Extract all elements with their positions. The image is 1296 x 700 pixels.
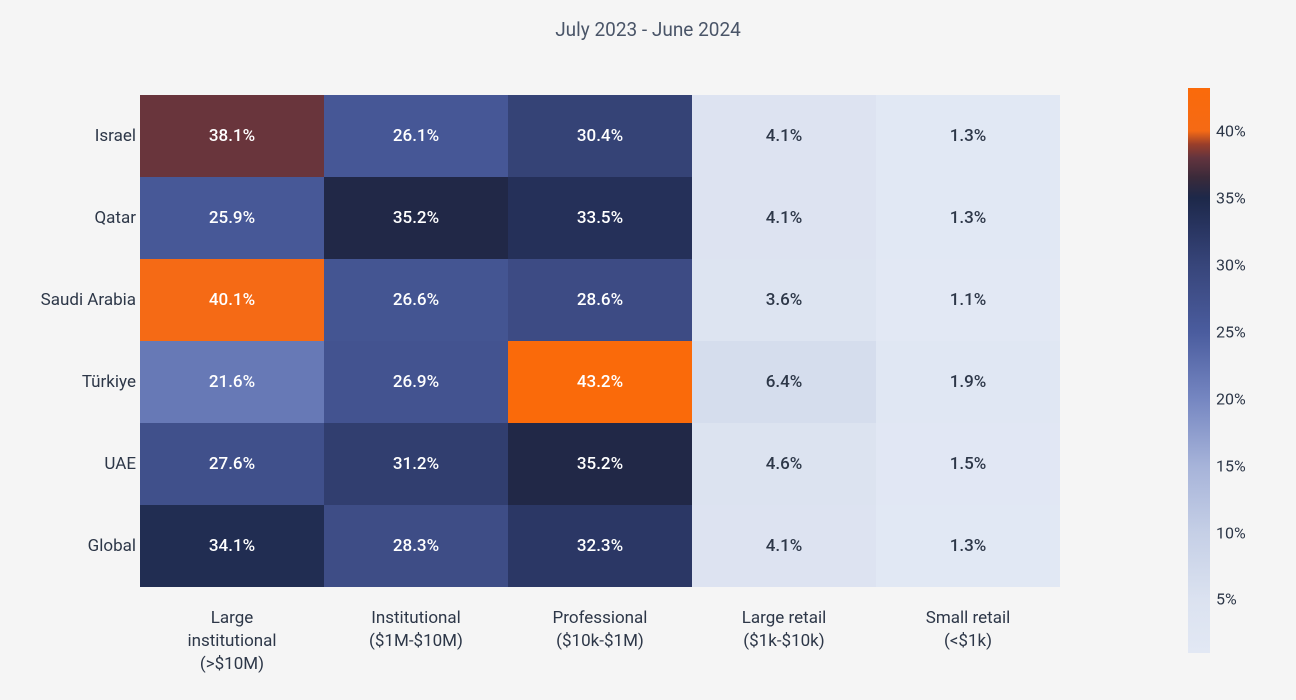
heatmap-cell: 35.2% [508, 423, 692, 505]
heatmap-cell: 26.6% [324, 259, 508, 341]
row-label: Global [88, 536, 136, 556]
heatmap-cell: 32.3% [508, 505, 692, 587]
heatmap-cell: 3.6% [692, 259, 876, 341]
row-label: Israel [95, 126, 136, 146]
heatmap-cell: 1.9% [876, 341, 1060, 423]
colorbar-tick: 5% [1216, 590, 1237, 609]
heatmap-cell: 1.3% [876, 177, 1060, 259]
heatmap-cell: 4.1% [692, 95, 876, 177]
heatmap-cell: 31.2% [324, 423, 508, 505]
colorbar-tick: 35% [1216, 188, 1246, 207]
heatmap-cell: 43.2% [508, 341, 692, 423]
heatmap-cell: 35.2% [324, 177, 508, 259]
colorbar-tick: 40% [1216, 121, 1246, 140]
chart-subtitle: July 2023 - June 2024 [0, 0, 1296, 51]
heatmap-cell: 1.5% [876, 423, 1060, 505]
heatmap-cell: 1.3% [876, 95, 1060, 177]
heatmap-cell: 26.1% [324, 95, 508, 177]
heatmap-cell: 40.1% [140, 259, 324, 341]
heatmap-cell: 6.4% [692, 341, 876, 423]
heatmap-cell: 28.6% [508, 259, 692, 341]
colorbar-tick: 15% [1216, 456, 1246, 475]
heatmap-cell: 21.6% [140, 341, 324, 423]
heatmap-cell: 38.1% [140, 95, 324, 177]
colorbar-tick: 20% [1216, 389, 1246, 408]
row-label: UAE [104, 454, 136, 474]
col-label: Large retail ($1k-$10k) [742, 607, 826, 653]
colorbar-gradient [1188, 88, 1210, 653]
heatmap-cell: 33.5% [508, 177, 692, 259]
colorbar: 5%10%15%20%25%30%35%40% [1188, 88, 1210, 653]
heatmap-cell: 1.3% [876, 505, 1060, 587]
col-label: Large institutional (>$10M) [187, 607, 276, 676]
heatmap-cell: 28.3% [324, 505, 508, 587]
col-label: Small retail (<$1k) [926, 607, 1010, 653]
heatmap-cell: 4.1% [692, 177, 876, 259]
heatmap-cell: 25.9% [140, 177, 324, 259]
heatmap-cell: 30.4% [508, 95, 692, 177]
heatmap-cell: 27.6% [140, 423, 324, 505]
row-label: Saudi Arabia [41, 290, 136, 310]
heatmap-cell: 4.6% [692, 423, 876, 505]
colorbar-tick: 25% [1216, 322, 1246, 341]
colorbar-tick: 30% [1216, 255, 1246, 274]
heatmap-cell: 1.1% [876, 259, 1060, 341]
heatmap-cell: 4.1% [692, 505, 876, 587]
col-label: Institutional ($1M-$10M) [369, 607, 463, 653]
heatmap-cell: 34.1% [140, 505, 324, 587]
row-label: Türkiye [82, 372, 136, 392]
col-label: Professional ($10k-$1M) [553, 607, 648, 653]
row-label: Qatar [94, 208, 136, 228]
heatmap-cell: 26.9% [324, 341, 508, 423]
colorbar-tick: 10% [1216, 523, 1246, 542]
